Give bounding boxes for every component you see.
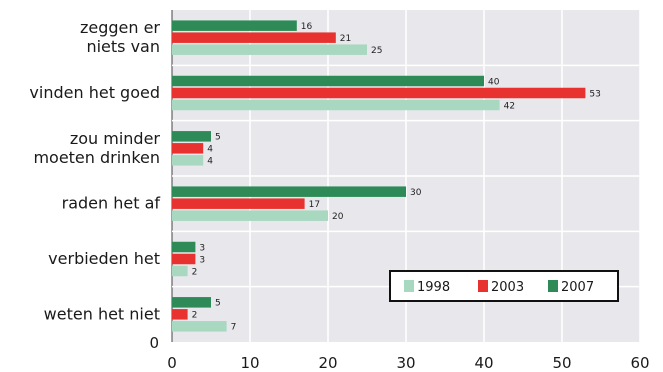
bar-2003-0 bbox=[172, 32, 336, 43]
value-label-2003-5: 2 bbox=[192, 311, 198, 321]
category-label-3: raden het af bbox=[62, 194, 161, 213]
x-tick-label-2: 20 bbox=[318, 354, 337, 372]
x-tick-label-3: 30 bbox=[396, 354, 415, 372]
x-tick-label-6: 60 bbox=[630, 354, 649, 372]
value-label-1998-4: 2 bbox=[192, 267, 198, 277]
legend-swatch-1998 bbox=[404, 280, 414, 292]
value-label-2003-3: 17 bbox=[309, 200, 320, 210]
category-label-5: weten het niet bbox=[44, 304, 160, 323]
legend-label-2003: 2003 bbox=[491, 280, 524, 295]
value-label-2007-5: 5 bbox=[215, 299, 221, 309]
category-label-1: vinden het goed bbox=[29, 83, 160, 102]
value-label-2003-1: 53 bbox=[589, 89, 600, 99]
bar-1998-0 bbox=[172, 44, 367, 55]
category-label-2-line-0: zou minder bbox=[70, 129, 161, 148]
legend-label-1998: 1998 bbox=[417, 280, 450, 295]
legend-label-2007: 2007 bbox=[561, 280, 594, 295]
x-tick-label-4: 40 bbox=[474, 354, 493, 372]
bar-2003-1 bbox=[172, 87, 586, 99]
bar-2003-5 bbox=[172, 309, 188, 320]
category-label-4: verbieden het bbox=[48, 249, 160, 268]
bar-1998-5 bbox=[172, 321, 227, 332]
bar-2007-1 bbox=[172, 75, 484, 87]
legend-box bbox=[389, 270, 619, 302]
x-tick-label-1: 10 bbox=[240, 354, 259, 372]
y-origin-label: 0 bbox=[149, 334, 159, 352]
value-label-2007-0: 16 bbox=[301, 22, 313, 32]
value-label-2007-3: 30 bbox=[410, 188, 422, 198]
value-label-1998-3: 20 bbox=[332, 212, 344, 222]
category-label-2-line-1: moeten drinken bbox=[33, 148, 160, 167]
bar-2007-5 bbox=[172, 297, 211, 308]
category-label-0-line-0: zeggen er bbox=[80, 18, 160, 37]
bar-2003-4 bbox=[172, 253, 196, 265]
category-label-0-line-1: niets van bbox=[86, 37, 160, 56]
bar-2007-3 bbox=[172, 186, 406, 197]
value-label-1998-2: 4 bbox=[207, 157, 213, 167]
value-label-2007-4: 3 bbox=[199, 243, 205, 253]
x-tick-label-0: 0 bbox=[167, 354, 177, 372]
value-label-1998-0: 25 bbox=[371, 46, 382, 56]
value-label-2007-1: 40 bbox=[488, 77, 500, 87]
bar-1998-3 bbox=[172, 210, 328, 221]
bar-2003-2 bbox=[172, 143, 204, 154]
value-label-2003-4: 3 bbox=[199, 255, 205, 265]
value-label-1998-1: 42 bbox=[504, 101, 515, 111]
bar-1998-1 bbox=[172, 99, 500, 111]
value-label-2007-2: 5 bbox=[215, 133, 221, 143]
bar-2007-2 bbox=[172, 131, 211, 142]
x-tick-label-5: 50 bbox=[552, 354, 571, 372]
legend-swatch-2007 bbox=[548, 280, 558, 292]
value-label-2003-0: 21 bbox=[340, 34, 351, 44]
value-label-2003-2: 4 bbox=[207, 145, 213, 155]
legend-swatch-2003 bbox=[478, 280, 488, 292]
value-label-1998-5: 7 bbox=[231, 323, 237, 333]
bar-2007-4 bbox=[172, 241, 196, 253]
bar-1998-2 bbox=[172, 155, 204, 166]
bar-2003-3 bbox=[172, 198, 305, 209]
bar-2007-0 bbox=[172, 20, 297, 31]
bar-1998-4 bbox=[172, 265, 188, 277]
